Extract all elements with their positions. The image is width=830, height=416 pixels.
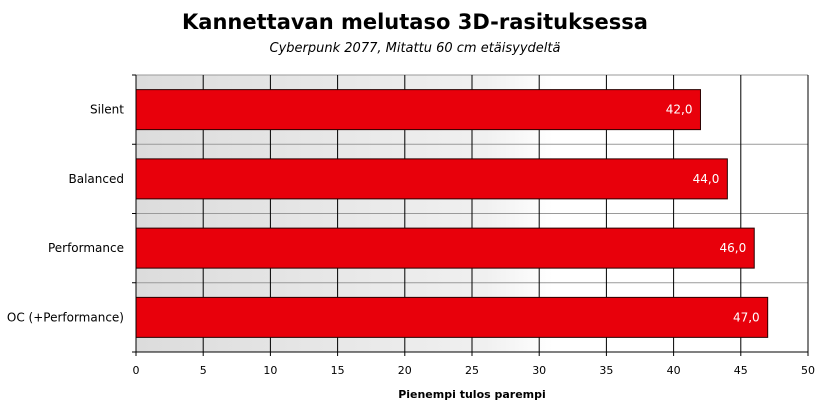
x-tick-label: 20 [398,364,412,377]
category-label: OC (+Performance) [7,310,124,324]
bar [135,89,701,131]
category-label: Balanced [69,172,124,186]
data-label: 46,0 [720,241,747,255]
data-label: 47,0 [733,310,760,324]
bars [135,89,769,338]
bar [135,227,755,269]
x-tick-label: 0 [133,364,140,377]
chart-subtitle: Cyberpunk 2077, Mitattu 60 cm etäisyydel… [269,41,561,56]
x-tick-label: 50 [801,364,815,377]
bar [135,296,769,338]
category-label: Silent [90,103,124,117]
category-label: Performance [48,241,124,255]
axes [132,74,809,356]
x-axis-label: Pienempi tulos parempi [398,388,546,401]
x-tick-label: 25 [465,364,479,377]
x-tick-label: 15 [331,364,345,377]
chart-title: Kannettavan melutaso 3D-rasituksessa [182,10,648,34]
x-tick-label: 35 [599,364,613,377]
x-tick-label: 45 [734,364,748,377]
data-label: 42,0 [666,103,693,117]
x-tick-label: 5 [200,364,207,377]
bar [135,158,728,200]
axis-labels: 42,0 Silent 44,0 Balanced 46,0 Performance 47,… [7,103,815,377]
data-label: 44,0 [693,172,720,186]
x-tick-label: 10 [263,364,277,377]
x-tick-label: 30 [532,364,546,377]
x-tick-label: 40 [667,364,681,377]
